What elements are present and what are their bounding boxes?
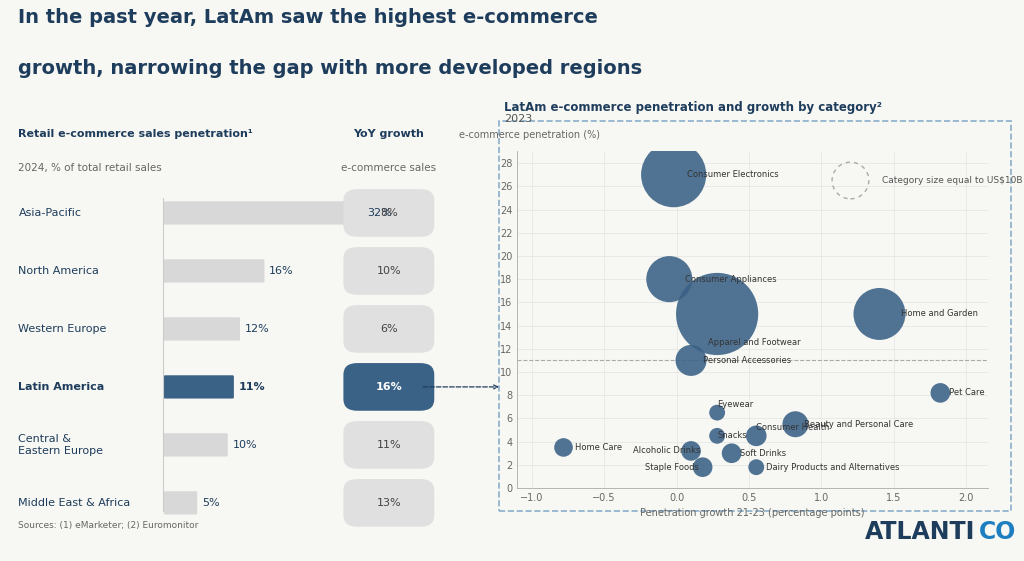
Point: [709, 431, 725, 440]
Text: 12%: 12%: [245, 324, 269, 334]
FancyBboxPatch shape: [164, 259, 264, 283]
Text: Consumer Health: Consumer Health: [757, 423, 829, 432]
Text: CO: CO: [979, 520, 1016, 544]
FancyBboxPatch shape: [343, 421, 434, 469]
Text: LatAm e-commerce penetration and growth by category²: LatAm e-commerce penetration and growth …: [504, 102, 882, 114]
Point: [871, 310, 888, 319]
Text: Consumer Electronics: Consumer Electronics: [687, 170, 778, 179]
Text: e-commerce penetration (%): e-commerce penetration (%): [459, 130, 600, 140]
Text: Consumer Appliances: Consumer Appliances: [685, 275, 777, 284]
FancyBboxPatch shape: [343, 305, 434, 353]
FancyBboxPatch shape: [164, 491, 198, 514]
Text: Home Care: Home Care: [575, 443, 623, 452]
Point: [709, 408, 725, 417]
Point: [666, 170, 682, 179]
Text: Eyewear: Eyewear: [717, 400, 754, 409]
Text: 2023: 2023: [504, 114, 532, 124]
Text: 8%: 8%: [380, 208, 397, 218]
Text: Home and Garden: Home and Garden: [901, 310, 978, 319]
FancyBboxPatch shape: [343, 479, 434, 527]
Text: Sources: (1) eMarketer; (2) Euromonitor: Sources: (1) eMarketer; (2) Euromonitor: [18, 521, 199, 530]
Text: Soft Drinks: Soft Drinks: [740, 449, 786, 458]
Text: Snacks: Snacks: [717, 431, 746, 440]
Point: [694, 463, 711, 472]
Text: North America: North America: [18, 266, 99, 276]
Text: Western Europe: Western Europe: [18, 324, 106, 334]
Text: Dairy Products and Alternatives: Dairy Products and Alternatives: [766, 463, 900, 472]
FancyBboxPatch shape: [343, 247, 434, 295]
FancyBboxPatch shape: [164, 201, 362, 224]
Text: Category size equal to US$10B: Category size equal to US$10B: [883, 176, 1023, 185]
Point: [749, 431, 765, 440]
Text: 16%: 16%: [376, 382, 402, 392]
Text: 5%: 5%: [202, 498, 219, 508]
Text: 10%: 10%: [377, 266, 401, 276]
Text: In the past year, LatAm saw the highest e-commerce: In the past year, LatAm saw the highest …: [18, 8, 598, 27]
Point: [787, 420, 804, 429]
Text: Asia-Pacific: Asia-Pacific: [18, 208, 82, 218]
Point: [843, 176, 859, 185]
FancyBboxPatch shape: [343, 189, 434, 237]
Text: 11%: 11%: [239, 382, 265, 392]
Text: 16%: 16%: [269, 266, 294, 276]
Text: Middle East & Africa: Middle East & Africa: [18, 498, 131, 508]
Point: [683, 356, 699, 365]
Text: 11%: 11%: [377, 440, 401, 450]
Point: [662, 275, 678, 284]
Point: [555, 443, 571, 452]
Point: [709, 310, 725, 319]
FancyBboxPatch shape: [164, 433, 227, 457]
Text: YoY growth: YoY growth: [353, 129, 424, 139]
Text: ATLANTI: ATLANTI: [865, 520, 976, 544]
Text: Apparel and Footwear: Apparel and Footwear: [709, 338, 801, 347]
Text: e-commerce sales: e-commerce sales: [341, 163, 436, 173]
Point: [723, 449, 739, 458]
Text: Personal Accessories: Personal Accessories: [702, 356, 791, 365]
Text: 13%: 13%: [377, 498, 401, 508]
Text: 6%: 6%: [380, 324, 397, 334]
Text: Latin America: Latin America: [18, 382, 104, 392]
FancyBboxPatch shape: [164, 375, 233, 398]
Point: [749, 463, 765, 472]
FancyBboxPatch shape: [164, 318, 240, 341]
Text: Staple Foods: Staple Foods: [645, 463, 698, 472]
X-axis label: Penetration growth 21-23 (percentage points): Penetration growth 21-23 (percentage poi…: [640, 508, 865, 518]
Text: Central &
Eastern Europe: Central & Eastern Europe: [18, 434, 103, 456]
Text: Retail e-commerce sales penetration¹: Retail e-commerce sales penetration¹: [18, 129, 253, 139]
Text: 2024, % of total retail sales: 2024, % of total retail sales: [18, 163, 162, 173]
Text: growth, narrowing the gap with more developed regions: growth, narrowing the gap with more deve…: [18, 59, 642, 78]
Text: 10%: 10%: [232, 440, 257, 450]
FancyBboxPatch shape: [343, 363, 434, 411]
Text: Beauty and Personal Care: Beauty and Personal Care: [804, 420, 913, 429]
Text: Pet Care: Pet Care: [949, 388, 985, 397]
Text: Alcoholic Drinks: Alcoholic Drinks: [633, 447, 700, 456]
Point: [683, 447, 699, 456]
Text: 32%: 32%: [367, 208, 392, 218]
Point: [932, 388, 948, 397]
